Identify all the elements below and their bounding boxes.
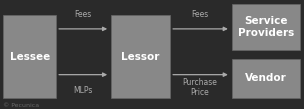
- Bar: [232, 59, 300, 98]
- Text: © Pecunica: © Pecunica: [3, 103, 39, 108]
- Bar: [3, 15, 56, 98]
- Text: Vendor: Vendor: [245, 73, 287, 83]
- Bar: [232, 4, 300, 50]
- Bar: [111, 15, 170, 98]
- Text: MLPs: MLPs: [73, 86, 92, 95]
- Text: Fees: Fees: [74, 10, 91, 19]
- Text: Lessee: Lessee: [9, 52, 50, 62]
- Text: Purchase
Price: Purchase Price: [183, 78, 217, 97]
- Text: Service
Providers: Service Providers: [238, 16, 294, 38]
- Text: Fees: Fees: [192, 10, 209, 19]
- Text: Lessor: Lessor: [121, 52, 160, 62]
